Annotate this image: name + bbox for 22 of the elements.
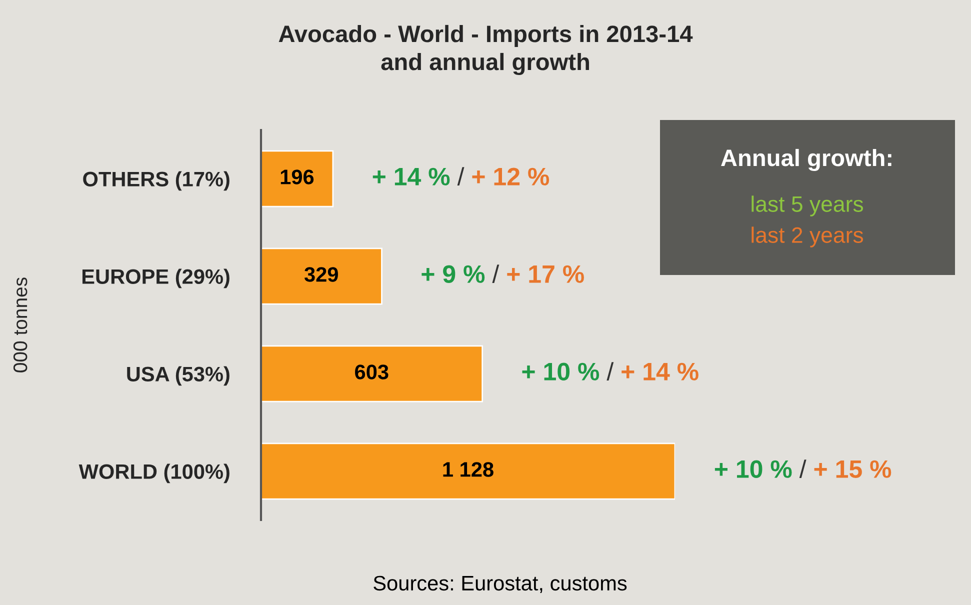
bar	[261, 248, 382, 305]
data-label: 329	[304, 267, 338, 282]
y-axis-title: 000 tonnes	[13, 278, 28, 372]
y-tick-label: OTHERS (17%)	[83, 171, 230, 191]
y-tick-label: WORLD (100%)	[78, 464, 230, 484]
data-label: 603	[355, 364, 388, 380]
text: last 5 years	[752, 196, 864, 216]
annotation: + 10 % / + 14 %	[522, 362, 698, 380]
annotation: + 14 % / + 12 %	[372, 167, 550, 186]
bar	[261, 442, 675, 500]
source-note: Sources: Eurostat, customs	[374, 576, 627, 594]
text: Annual growth:	[721, 148, 892, 172]
bar	[261, 345, 484, 402]
data-label: 1 128	[443, 462, 494, 477]
y-tick-label: USA (53%)	[127, 366, 230, 386]
annotation: + 10 % / + 15 %	[714, 460, 892, 478]
chart-title: Avocado - World - Imports in 2013-14 and annual growth	[278, 24, 693, 76]
y-tick-label: EUROPE (29%)	[82, 268, 230, 288]
annotation: + 9 % / + 17 %	[422, 264, 584, 283]
text: last 2 years	[752, 226, 864, 248]
data-label: 196	[280, 170, 314, 184]
bar	[261, 150, 334, 208]
